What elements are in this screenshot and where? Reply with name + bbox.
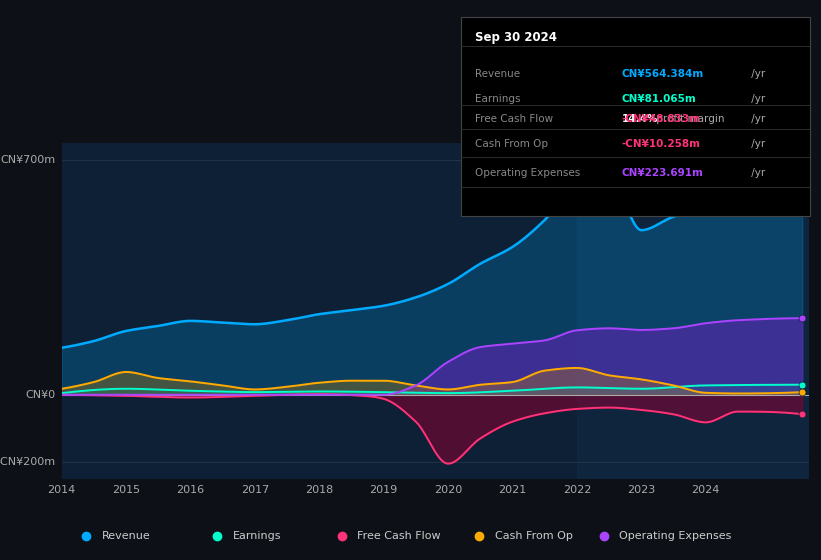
Text: 2018: 2018: [305, 485, 333, 495]
Text: /yr: /yr: [748, 114, 765, 124]
Text: 2022: 2022: [562, 485, 591, 495]
Text: /yr: /yr: [748, 94, 765, 104]
Text: 2017: 2017: [241, 485, 269, 495]
Text: CN¥223.691m: CN¥223.691m: [622, 168, 704, 178]
Text: CN¥81.065m: CN¥81.065m: [622, 94, 697, 104]
Text: Free Cash Flow: Free Cash Flow: [356, 531, 440, 541]
Text: 2023: 2023: [627, 485, 655, 495]
Text: -CN¥10.258m: -CN¥10.258m: [622, 139, 701, 149]
Text: /yr: /yr: [748, 168, 765, 178]
Text: Cash From Op: Cash From Op: [475, 139, 548, 149]
Text: Revenue: Revenue: [102, 531, 150, 541]
Text: 2021: 2021: [498, 485, 526, 495]
Text: Free Cash Flow: Free Cash Flow: [475, 114, 553, 124]
Bar: [577, 143, 809, 479]
Text: 2019: 2019: [369, 485, 397, 495]
Text: Earnings: Earnings: [475, 94, 521, 104]
Text: Operating Expenses: Operating Expenses: [475, 168, 580, 178]
Text: /yr: /yr: [748, 139, 765, 149]
Text: 2024: 2024: [691, 485, 720, 495]
Text: Operating Expenses: Operating Expenses: [619, 531, 732, 541]
Text: /yr: /yr: [748, 69, 765, 80]
Text: -CN¥200m: -CN¥200m: [0, 457, 55, 467]
Text: 2020: 2020: [433, 485, 462, 495]
Text: Revenue: Revenue: [475, 69, 521, 80]
Text: 2014: 2014: [48, 485, 76, 495]
Text: Earnings: Earnings: [232, 531, 281, 541]
Text: Sep 30 2024: Sep 30 2024: [475, 31, 557, 44]
Text: CN¥564.384m: CN¥564.384m: [622, 69, 704, 80]
Text: CN¥0: CN¥0: [25, 390, 55, 400]
Text: 14.4%: 14.4%: [622, 114, 658, 124]
Text: -CN¥48.833m: -CN¥48.833m: [622, 114, 701, 124]
FancyBboxPatch shape: [461, 17, 810, 216]
Text: Cash From Op: Cash From Op: [494, 531, 572, 541]
Text: profit margin: profit margin: [654, 114, 725, 124]
Text: 2016: 2016: [177, 485, 204, 495]
Text: CN¥700m: CN¥700m: [0, 155, 55, 165]
Text: 2015: 2015: [112, 485, 140, 495]
